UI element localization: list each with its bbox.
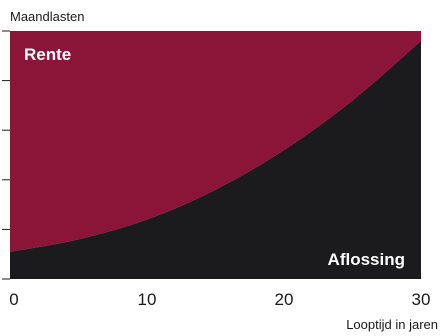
x-tick-label: 0: [9, 290, 18, 309]
rente-label: Rente: [24, 45, 71, 64]
x-tick-label: 10: [138, 290, 157, 309]
x-tick-label: 30: [412, 290, 431, 309]
x-tick-labels: 0 10 20 30: [9, 290, 430, 309]
rente-area: [10, 31, 421, 252]
aflossing-area: [10, 40, 421, 279]
plot-area: Rente Aflossing: [2, 30, 421, 280]
aflossing-label: Aflossing: [328, 250, 405, 269]
y-axis-label: Maandlasten: [10, 9, 84, 24]
x-tick-label: 20: [275, 290, 294, 309]
x-axis-label: Looptijd in jaren: [346, 317, 438, 332]
